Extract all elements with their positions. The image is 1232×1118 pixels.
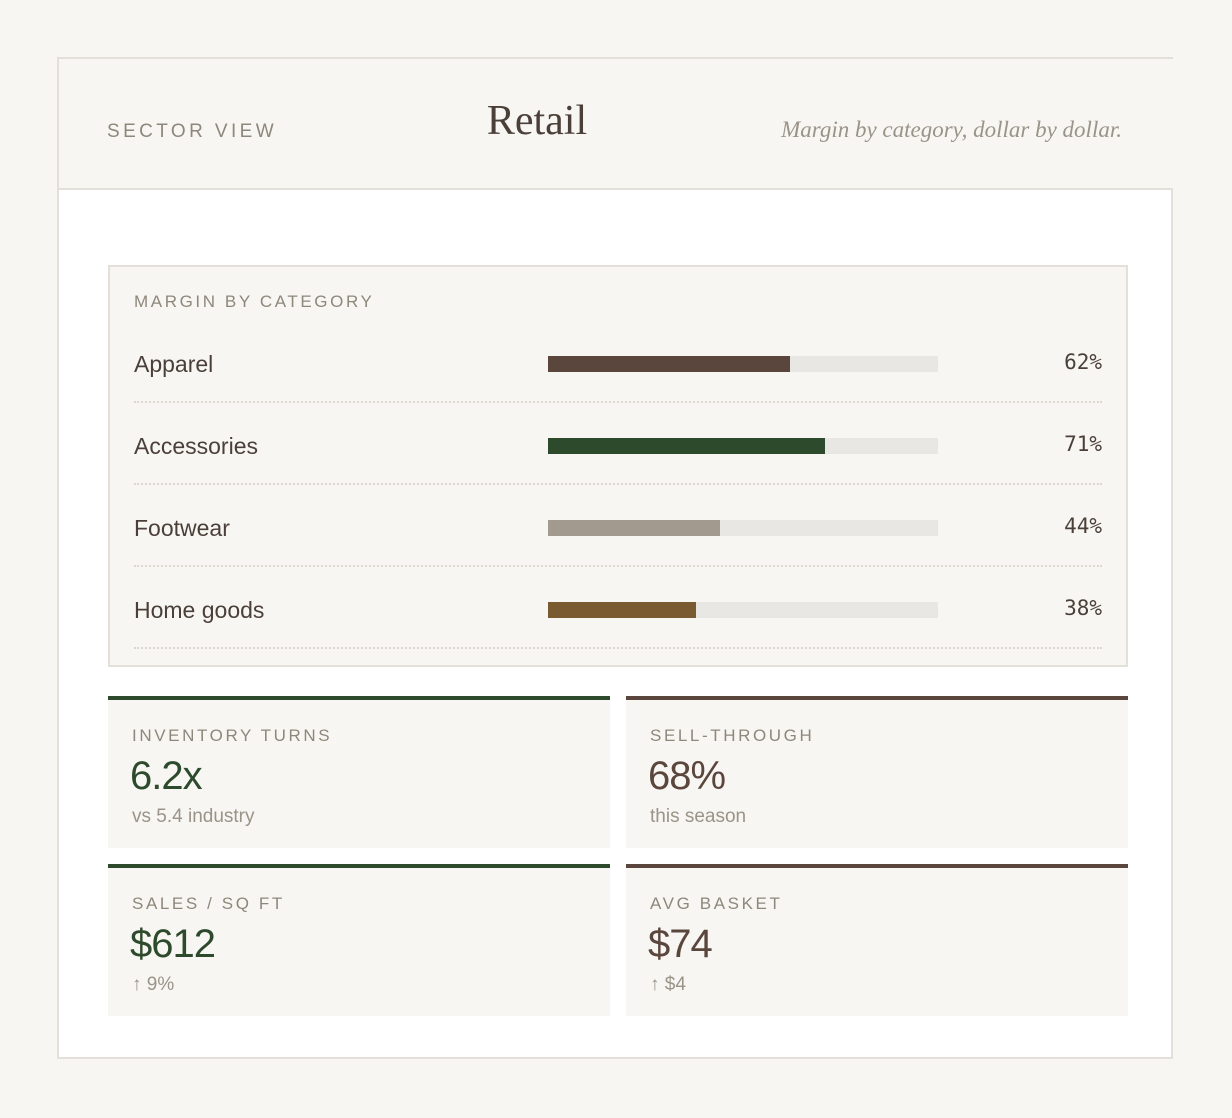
stat-value: 6.2x <box>130 754 203 798</box>
stat-label: AVG BASKET <box>650 894 783 913</box>
stat-label: SELL-THROUGH <box>650 726 815 745</box>
margin-chart-panel: MARGIN BY CATEGORY Apparel 62% Accessories… <box>108 265 1128 667</box>
stat-note: this season <box>650 806 747 827</box>
bar-value-label: 71% <box>1064 432 1102 456</box>
stat-label: SALES / SQ FT <box>132 894 285 913</box>
stat-card-sales-per-sq-ft: SALES / SQ FT $612 ↑ 9% <box>108 864 610 1016</box>
category-label: Apparel <box>134 351 214 377</box>
chart-row: Accessories 71% <box>134 405 1102 485</box>
chart-row: Footwear 44% <box>134 487 1102 567</box>
stat-note: ↑ $4 <box>650 974 686 995</box>
bar-value-label: 44% <box>1064 514 1102 538</box>
category-label: Footwear <box>134 515 230 541</box>
stat-card-sell-through: SELL-THROUGH 68% this season <box>626 696 1128 848</box>
page-title-text: Retail <box>486 98 588 144</box>
stat-value: $74 <box>648 922 713 966</box>
chart-rows: Apparel 62% Accessories 71% Footwear 44% Home … <box>134 323 1102 651</box>
bar-fill <box>548 602 697 618</box>
bar-fill <box>548 520 720 536</box>
stat-note: ↑ 9% <box>132 974 175 995</box>
page-title: Retail <box>59 97 1015 145</box>
bar-fill <box>548 356 790 372</box>
bar-track <box>548 438 938 454</box>
bar-track <box>548 602 938 618</box>
card-header: SECTOR VIEW Retail Margin by category, d… <box>59 59 1173 190</box>
bar-track <box>548 356 938 372</box>
bar-value-label: 62% <box>1064 350 1102 374</box>
chart-row: Apparel 62% <box>134 323 1102 403</box>
bar-track <box>548 520 938 536</box>
stat-value: $612 <box>130 922 216 966</box>
bar-value-label: 38% <box>1064 596 1102 620</box>
sector-card: SECTOR VIEW Retail Margin by category, d… <box>57 57 1173 1059</box>
stat-note: vs 5.4 industry <box>132 806 255 827</box>
stat-card-avg-basket: AVG BASKET $74 ↑ $4 <box>626 864 1128 1016</box>
chart-row: Home goods 38% <box>134 569 1102 649</box>
bar-fill <box>548 438 825 454</box>
category-label: Accessories <box>134 433 258 459</box>
category-label: Home goods <box>134 597 265 623</box>
chart-title: MARGIN BY CATEGORY <box>134 292 375 311</box>
stat-label: INVENTORY TURNS <box>132 726 333 745</box>
tagline: Margin by category, dollar by dollar. <box>781 117 1122 142</box>
stat-card-inventory-turns: INVENTORY TURNS 6.2x vs 5.4 industry <box>108 696 610 848</box>
sector-view-eyebrow: SECTOR VIEW <box>107 121 278 142</box>
stat-value: 68% <box>648 754 726 798</box>
